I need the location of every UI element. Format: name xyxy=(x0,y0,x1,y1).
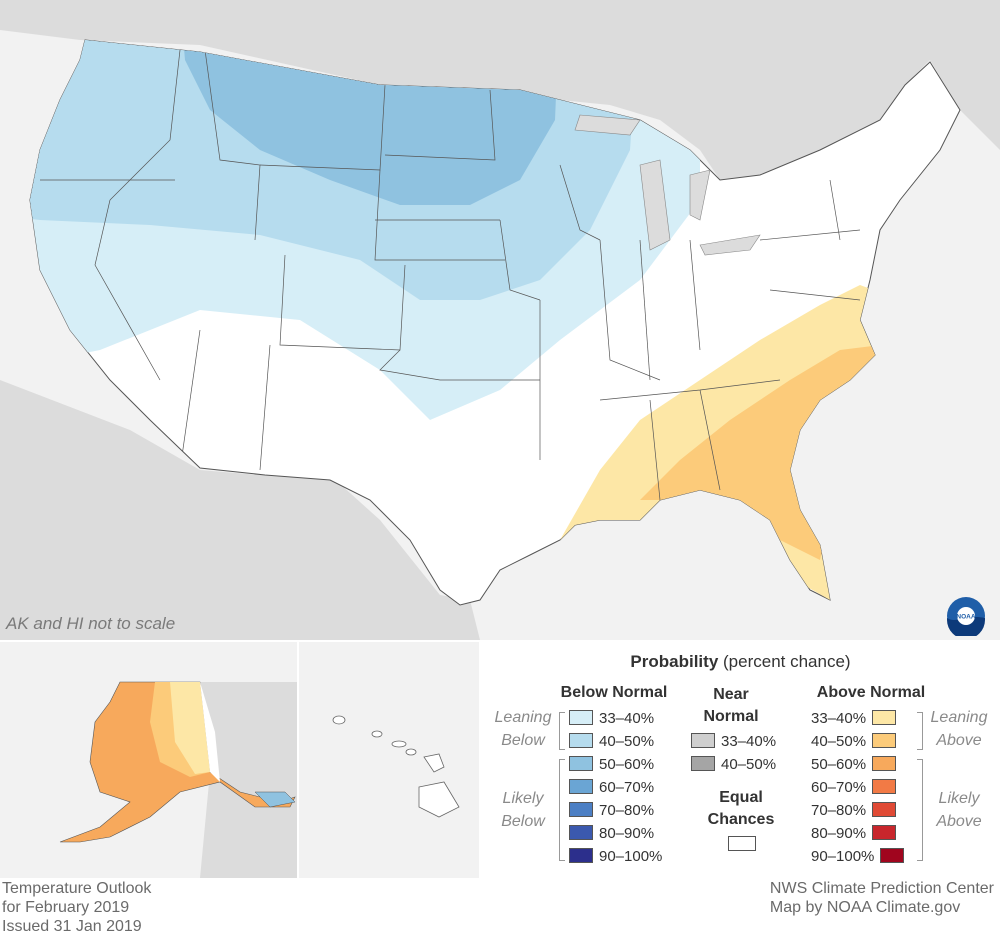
below-normal-label: 80–90% xyxy=(599,825,655,842)
likely-below-label: Likely Below xyxy=(501,790,545,830)
above-normal-legend-row: 40–50% xyxy=(811,733,897,753)
footer-credits: NWS Climate Prediction Center Map by NOA… xyxy=(769,880,994,916)
below-normal-legend-row: 40–50% xyxy=(569,733,654,753)
above-normal-legend-row: 33–40% xyxy=(811,710,897,730)
above-normal-label: 60–70% xyxy=(811,779,867,796)
footer-outlook-title: Temperature Outlook for February 2019 Is… xyxy=(2,880,152,935)
below-normal-legend-row: 70–80% xyxy=(569,802,654,822)
below-normal-swatch xyxy=(569,779,593,794)
near-normal-heading: Near Normal xyxy=(703,686,759,725)
below-normal-swatch xyxy=(569,848,593,863)
scale-note: AK and HI not to scale xyxy=(6,614,176,633)
below-normal-legend-row: 80–90% xyxy=(569,825,654,845)
near-normal-legend-row: 33–40% xyxy=(691,733,776,753)
above-normal-swatch xyxy=(872,779,897,794)
above-normal-legend-row: 80–90% xyxy=(811,825,897,845)
above-normal-label: 70–80% xyxy=(811,802,867,819)
above-normal-legend-row: 90–100% xyxy=(811,848,905,868)
below-normal-legend-row: 90–100% xyxy=(569,848,662,868)
below-normal-swatch xyxy=(569,756,593,771)
leaning-below-label: Leaning Below xyxy=(494,709,552,749)
noaa-logo-icon: NOAA xyxy=(947,597,985,636)
equal-chances-swatch xyxy=(728,836,756,851)
above-normal-label: 40–50% xyxy=(811,733,867,750)
below-normal-swatch xyxy=(569,733,593,748)
below-normal-legend-row: 33–40% xyxy=(569,710,654,730)
below-normal-label: 50–60% xyxy=(599,756,655,773)
above-normal-label: 80–90% xyxy=(811,825,867,842)
below-normal-label: 70–80% xyxy=(599,802,655,819)
above-normal-legend-row: 70–80% xyxy=(811,802,897,822)
mexico-landmass xyxy=(0,380,480,640)
above-normal-swatch xyxy=(872,733,897,748)
legend-title: Probability (percent chance) xyxy=(630,652,851,671)
near-normal-label: 40–50% xyxy=(721,756,777,773)
below-normal-swatch xyxy=(569,802,593,817)
below-normal-label: 33–40% xyxy=(599,710,655,727)
below-normal-swatch xyxy=(569,710,593,725)
likely-above-label: Likely Above xyxy=(936,790,982,830)
likely-below-bracket xyxy=(559,759,565,861)
above-normal-swatch xyxy=(872,710,897,725)
equal-chances-heading: Equal Chances xyxy=(707,789,775,828)
above-normal-swatch xyxy=(872,802,897,817)
leaning-below-bracket xyxy=(559,712,565,750)
below-normal-legend-row: 60–70% xyxy=(569,779,654,799)
above-normal-swatch xyxy=(872,825,897,840)
below-normal-legend-row: 50–60% xyxy=(569,756,654,776)
below-normal-swatch xyxy=(569,825,593,840)
above-normal-legend-row: 60–70% xyxy=(811,779,897,799)
state-borders xyxy=(40,49,861,501)
below-normal-label: 40–50% xyxy=(599,733,655,750)
above-normal-legend-row: 50–60% xyxy=(811,756,897,776)
great-lakes xyxy=(574,114,761,256)
likely-above-bracket xyxy=(917,759,923,861)
above-normal-label: 90–100% xyxy=(811,848,875,865)
above-normal-label: 33–40% xyxy=(811,710,867,727)
near-normal-swatch xyxy=(691,733,715,748)
above-normal-swatch xyxy=(872,756,897,771)
below-normal-label: 90–100% xyxy=(599,848,663,865)
noaa-logo-text: NOAA xyxy=(956,614,975,621)
below-normal-heading: Below Normal xyxy=(560,684,668,701)
conus-outlook-map xyxy=(0,0,1000,640)
above-normal-label: 50–60% xyxy=(811,756,867,773)
leaning-above-label: Leaning Above xyxy=(930,709,988,749)
near-normal-swatch xyxy=(691,756,715,771)
above-normal-heading: Above Normal xyxy=(816,684,926,701)
above-normal-swatch xyxy=(880,848,905,863)
hawaii-inset-map xyxy=(299,642,479,878)
near-normal-label: 33–40% xyxy=(721,733,777,750)
below-normal-label: 60–70% xyxy=(599,779,655,796)
near-normal-legend-row: 40–50% xyxy=(691,756,776,776)
leaning-above-bracket xyxy=(917,712,923,750)
probability-legend: Probability (percent chance) Below Norma… xyxy=(481,642,1000,878)
alaska-inset-map xyxy=(0,642,297,878)
